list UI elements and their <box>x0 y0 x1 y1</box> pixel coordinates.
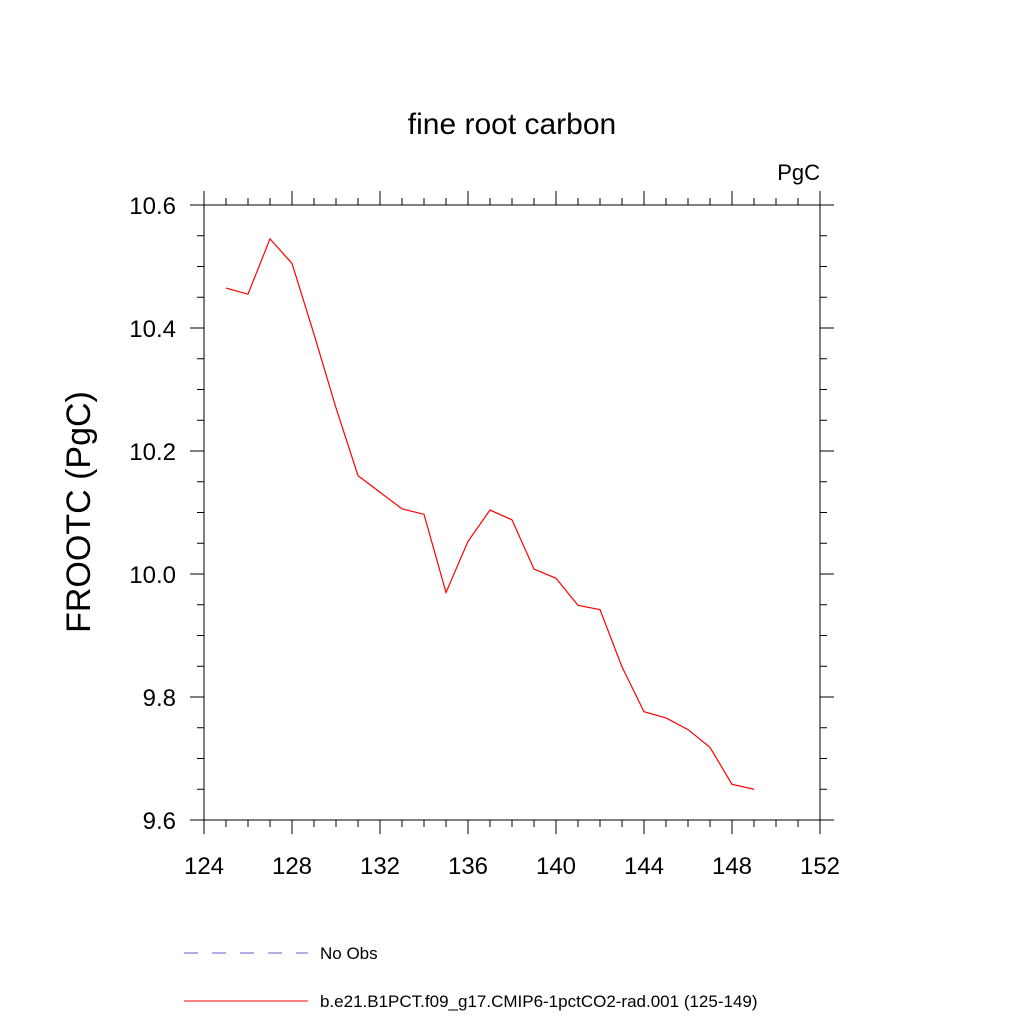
y-tick-label: 10.2 <box>129 439 176 466</box>
legend: No Obs b.e21.B1PCT.f09_g17.CMIP6-1pctCO2-… <box>184 944 758 1011</box>
chart-title: fine root carbon <box>408 108 616 141</box>
y-tick-label: 9.8 <box>143 685 176 712</box>
y-tick-label: 9.6 <box>143 808 176 835</box>
y-tick-label: 10.4 <box>129 316 176 343</box>
x-tick-label: 136 <box>448 853 488 880</box>
x-tick-label: 128 <box>272 853 312 880</box>
x-tick-label: 148 <box>712 853 752 880</box>
series-line <box>225 237 755 790</box>
x-tick-label: 152 <box>800 853 840 880</box>
y-tick-label: 10.6 <box>129 193 176 220</box>
plot-frame <box>203 204 821 821</box>
legend-label: No Obs <box>320 944 378 963</box>
series-layer <box>225 237 755 790</box>
y-axis-label: FROOTC (PgC) <box>60 391 98 633</box>
x-tick-label: 144 <box>624 853 664 880</box>
units-label: PgC <box>777 160 820 185</box>
y-tick-label: 10.0 <box>129 562 176 589</box>
x-tick-label: 132 <box>360 853 400 880</box>
x-tick-label: 140 <box>536 853 576 880</box>
x-tick-label: 124 <box>184 853 224 880</box>
axis-tick-labels: 124 128 132 136 140 144 148 152 9.6 9.8 10.0 10.2 10… <box>129 193 840 880</box>
legend-label: b.e21.B1PCT.f09_g17.CMIP6-1pctCO2-rad.00… <box>320 992 758 1011</box>
axis-ticks <box>190 191 834 834</box>
